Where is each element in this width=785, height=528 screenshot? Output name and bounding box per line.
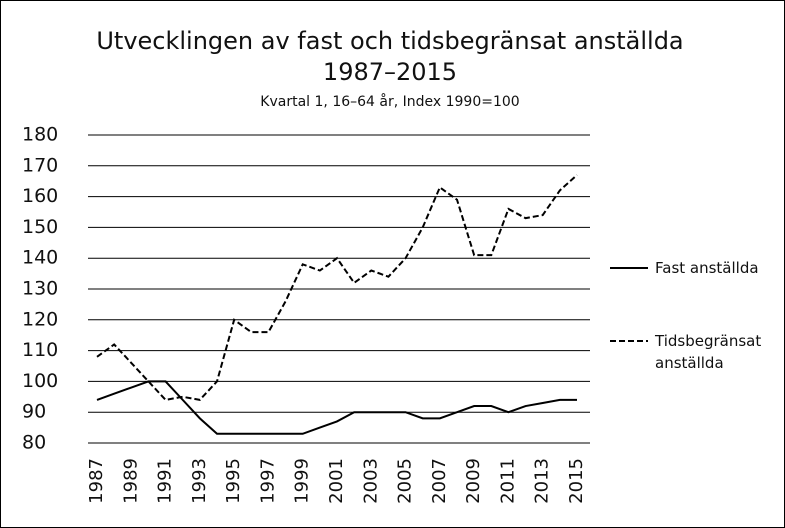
y-tick-label: 90 [22, 401, 46, 423]
y-tick-label: 110 [22, 339, 58, 361]
y-tick-label: 180 [22, 124, 58, 146]
x-tick-label: 1997 [257, 458, 278, 504]
chart-title: 1987–2015 [323, 58, 457, 86]
y-tick-label: 170 [22, 154, 58, 176]
x-tick-label: 2015 [566, 458, 587, 504]
legend-label: Tidsbegränsat anställda [655, 332, 762, 372]
x-tick-label: 1999 [292, 458, 313, 504]
y-tick-label: 130 [22, 278, 58, 300]
y-tick-label: 140 [22, 247, 58, 269]
line-series [96, 380, 577, 435]
y-tick-label: 80 [22, 432, 46, 454]
x-tick-label: 1989 [120, 458, 141, 504]
x-tick-label: 2001 [326, 458, 347, 504]
x-tick-label: 2003 [360, 458, 381, 504]
x-tick-label: 2011 [497, 458, 518, 504]
x-tick-label: 1995 [223, 458, 244, 504]
x-tick-label: 1991 [155, 458, 176, 504]
y-tick-label: 160 [22, 185, 58, 207]
chart-title: Utvecklingen av fast och tidsbegränsat a… [96, 27, 683, 55]
x-tick-label: 2005 [395, 458, 416, 504]
legend-label: Fast anställda [655, 259, 759, 277]
y-tick-label: 120 [22, 308, 58, 330]
x-tick-label: 2007 [429, 458, 450, 504]
x-tick-label: 2013 [532, 458, 553, 504]
y-tick-label: 150 [22, 216, 58, 238]
chart-subtitle: Kvartal 1, 16–64 år, Index 1990=100 [260, 93, 519, 110]
y-tick-label: 100 [22, 370, 58, 392]
x-tick-label: 1993 [189, 458, 210, 504]
x-tick-label: 1987 [86, 458, 107, 504]
x-tick-label: 2009 [463, 458, 484, 504]
line-series [96, 174, 578, 401]
